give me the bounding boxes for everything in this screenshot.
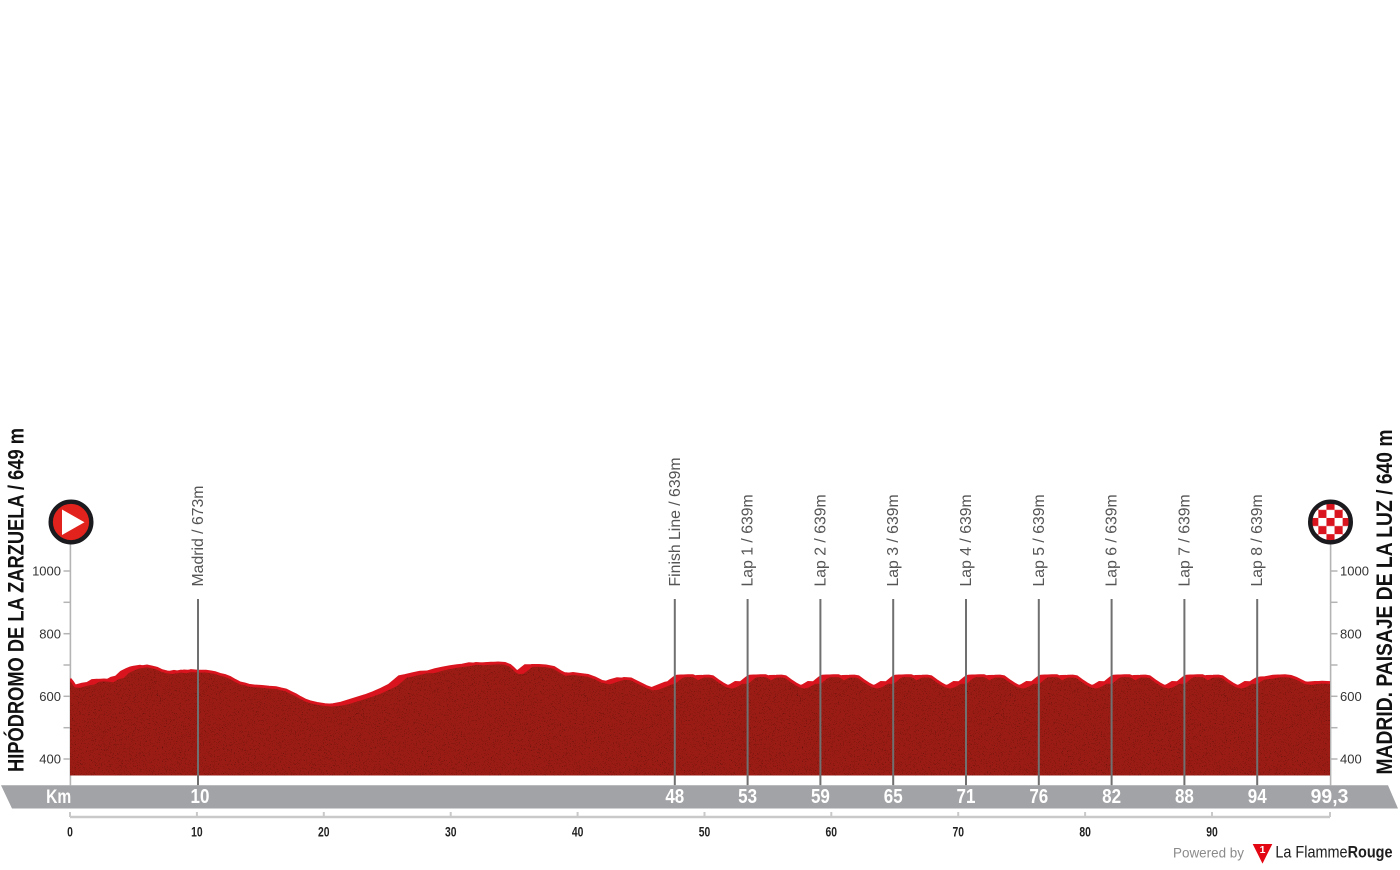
svg-text:60: 60 <box>826 824 838 840</box>
svg-text:53: 53 <box>738 784 757 807</box>
svg-text:30: 30 <box>445 824 457 840</box>
svg-text:Lap 3 / 639m: Lap 3 / 639m <box>885 494 902 586</box>
svg-text:800: 800 <box>1340 626 1362 641</box>
svg-text:600: 600 <box>1340 689 1362 704</box>
svg-text:Lap 2 / 639m: Lap 2 / 639m <box>812 494 829 586</box>
svg-text:Lap 1 / 639m: Lap 1 / 639m <box>740 494 757 586</box>
svg-text:1000: 1000 <box>32 564 61 579</box>
svg-text:600: 600 <box>39 689 61 704</box>
svg-text:1000: 1000 <box>1340 564 1369 579</box>
svg-text:82: 82 <box>1102 784 1121 807</box>
svg-text:0: 0 <box>67 824 73 840</box>
svg-text:Finish Line / 639m: Finish Line / 639m <box>667 457 684 586</box>
svg-text:70: 70 <box>952 824 964 840</box>
svg-text:Powered by: Powered by <box>1173 845 1244 860</box>
svg-text:59: 59 <box>811 784 830 807</box>
svg-text:800: 800 <box>39 626 61 641</box>
svg-text:Lap 6 / 639m: Lap 6 / 639m <box>1104 494 1121 586</box>
svg-text:48: 48 <box>665 784 684 807</box>
svg-text:94: 94 <box>1248 784 1268 807</box>
svg-text:Km: Km <box>46 785 71 807</box>
svg-text:90: 90 <box>1206 824 1218 840</box>
svg-text:HIPÓDROMO DE LA ZARZUELA / 649: HIPÓDROMO DE LA ZARZUELA / 649 m <box>4 428 29 772</box>
svg-text:80: 80 <box>1079 824 1091 840</box>
svg-text:Lap 4 / 639m: Lap 4 / 639m <box>958 494 975 586</box>
svg-text:10: 10 <box>191 824 203 840</box>
svg-text:MADRID. PAISAJE DE LA LUZ / 64: MADRID. PAISAJE DE LA LUZ / 640 m <box>1372 430 1397 775</box>
svg-text:10: 10 <box>191 784 210 807</box>
svg-text:20: 20 <box>318 824 330 840</box>
svg-text:40: 40 <box>572 824 584 840</box>
svg-text:400: 400 <box>39 752 61 767</box>
svg-text:50: 50 <box>699 824 711 840</box>
svg-text:1: 1 <box>1260 844 1266 856</box>
svg-text:88: 88 <box>1175 784 1194 807</box>
svg-text:65: 65 <box>884 784 903 807</box>
svg-text:Lap 7 / 639m: Lap 7 / 639m <box>1176 494 1193 586</box>
svg-text:99,3: 99,3 <box>1311 786 1349 808</box>
svg-text:400: 400 <box>1340 752 1362 767</box>
svg-text:Lap 8 / 639m: Lap 8 / 639m <box>1249 494 1266 586</box>
svg-text:Madrid / 673m: Madrid / 673m <box>190 486 207 587</box>
svg-text:Lap 5 / 639m: Lap 5 / 639m <box>1031 494 1048 586</box>
svg-text:La FlammeRouge: La FlammeRouge <box>1275 843 1392 861</box>
svg-text:76: 76 <box>1029 784 1048 807</box>
svg-text:71: 71 <box>957 784 976 807</box>
